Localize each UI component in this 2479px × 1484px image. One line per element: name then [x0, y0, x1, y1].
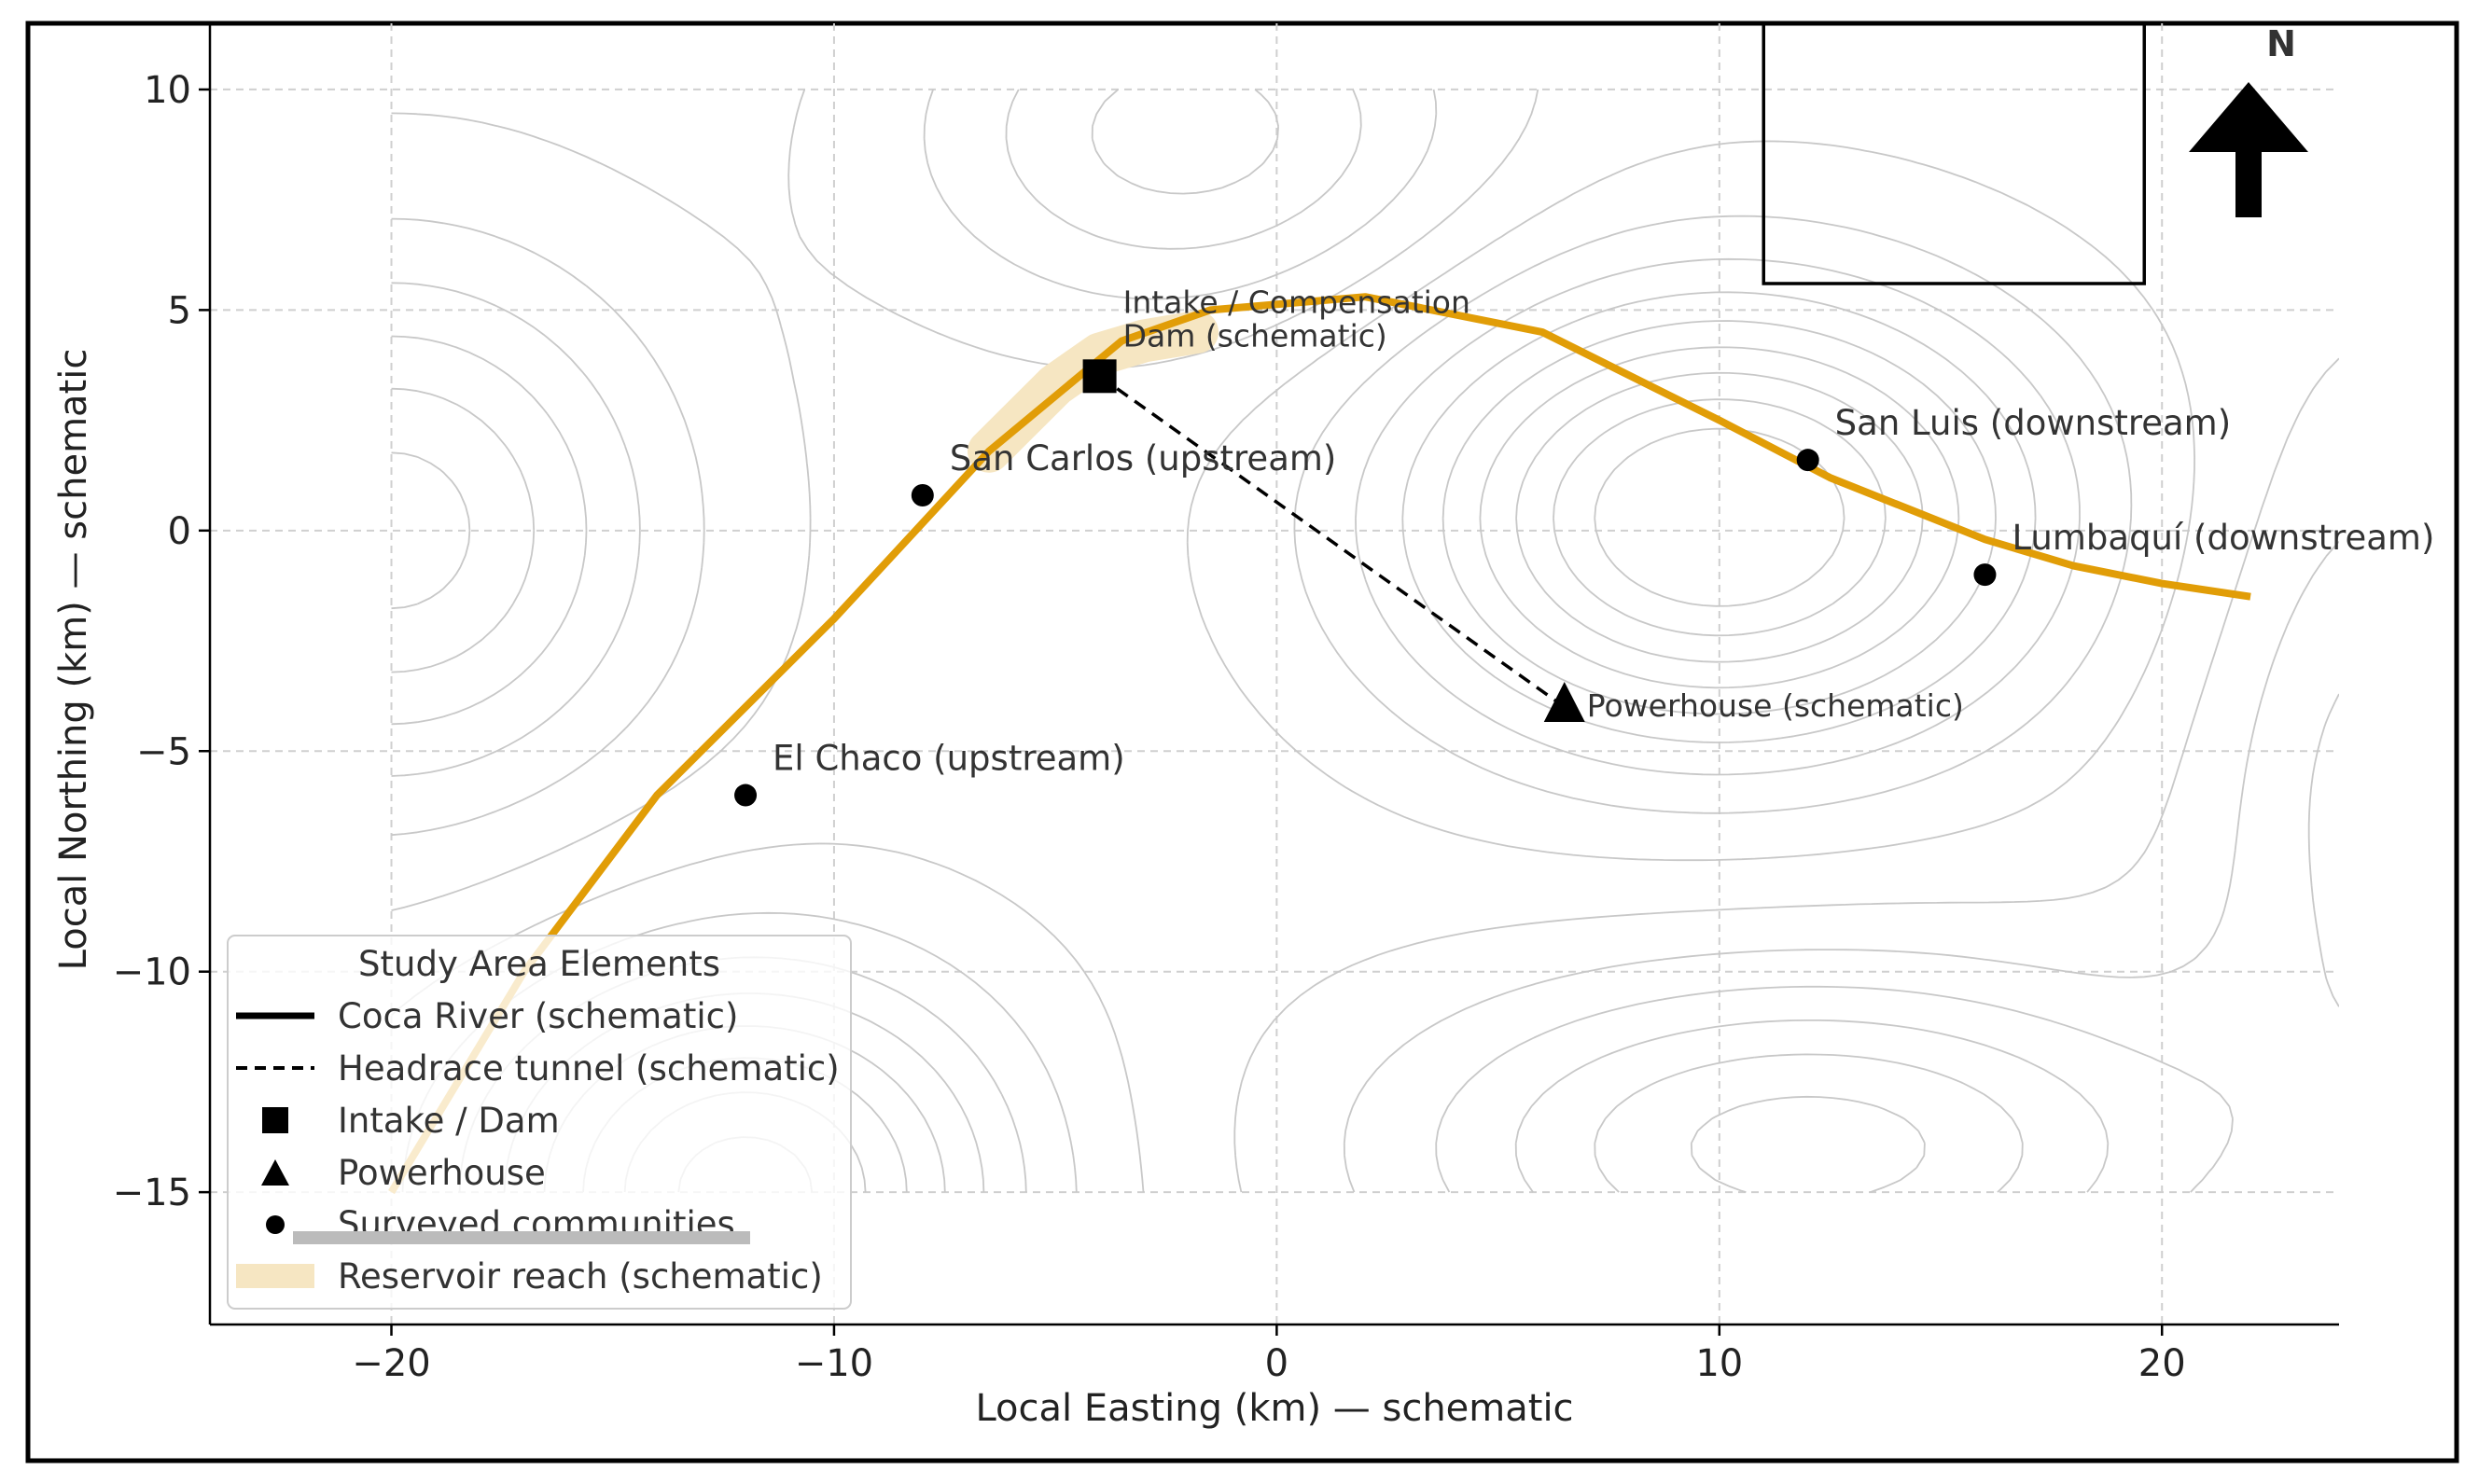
community-label: San Luis (downstream) — [1835, 403, 2231, 443]
north-arrow-icon — [2189, 82, 2308, 217]
community-label: El Chaco (upstream) — [773, 739, 1125, 779]
legend-box — [227, 935, 852, 1310]
y-tick-label: 0 — [168, 510, 191, 553]
legend-entry-reservoir: Reservoir reach (schematic) — [338, 1256, 823, 1297]
y-tick-label: 5 — [168, 289, 191, 332]
coca-river-line — [388, 293, 2251, 1195]
community-label: San Carlos (upstream) — [950, 438, 1337, 478]
contour-line — [391, 89, 2339, 1193]
x-tick-label: −20 — [352, 1342, 430, 1385]
markers: San Carlos (upstream) El Chaco (upstream)… — [734, 284, 2434, 807]
powerhouse-label: Powerhouse (schematic) — [1587, 687, 1964, 724]
community-marker — [1796, 449, 1819, 472]
community-marker — [734, 784, 758, 807]
x-tick-label: 20 — [2138, 1342, 2186, 1385]
legend-swatch-communities — [266, 1215, 285, 1234]
contour-line — [391, 89, 2339, 1193]
reservoir-reach — [968, 311, 1219, 473]
legend-swatch-reservoir — [236, 1264, 314, 1288]
x-tick-label: 10 — [1695, 1342, 1743, 1385]
scale-bar-overlay — [293, 1231, 750, 1244]
headrace-tunnel-line — [1098, 374, 1566, 709]
contour-line — [391, 89, 2339, 1193]
community-marker — [1973, 563, 1997, 587]
legend-entry-powerhouse: Powerhouse — [338, 1153, 546, 1193]
community-marker — [911, 483, 934, 506]
x-tick-label: 0 — [1265, 1342, 1288, 1385]
contour-line — [391, 89, 2110, 1193]
intake-label-line2: Dam (schematic) — [1123, 317, 1387, 354]
y-axis-label: Local Northing (km) — schematic — [52, 349, 95, 971]
legend-entry-intake: Intake / Dam — [338, 1101, 560, 1141]
y-tick-label: −10 — [113, 951, 191, 994]
reservoir-reach-band — [968, 311, 1219, 473]
legend: Study Area Elements Coca River (schemati… — [227, 935, 852, 1310]
headrace-tunnel — [1098, 374, 1566, 709]
inset-box — [1762, 21, 2147, 285]
contour-line — [1594, 427, 1845, 607]
legend-swatch-intake — [262, 1107, 288, 1133]
y-tick-label: 10 — [144, 69, 191, 112]
contour-line — [391, 451, 1926, 1193]
north-label: N — [2266, 23, 2296, 64]
y-tick-label: −5 — [136, 730, 191, 773]
legend-entry-tunnel: Headrace tunnel (schematic) — [338, 1048, 840, 1089]
powerhouse-marker — [1543, 681, 1585, 722]
legend-entry-river: Coca River (schematic) — [338, 996, 738, 1036]
axis-ticks: −20 −10 0 10 20 −15 −10 −5 0 5 10 — [113, 69, 2186, 1385]
community-label: Lumbaquí (downstream) — [2012, 518, 2434, 558]
coca-river — [388, 293, 2251, 1195]
legend-swatch-powerhouse — [261, 1159, 289, 1186]
contour-line — [391, 387, 2024, 1193]
legend-title: Study Area Elements — [358, 944, 720, 984]
intake-label-line1: Intake / Compensation — [1123, 284, 1470, 320]
north-arrow: N — [2189, 23, 2308, 217]
x-axis-label: Local Easting (km) — schematic — [975, 1387, 1573, 1430]
x-tick-label: −10 — [795, 1342, 873, 1385]
y-tick-label: −15 — [113, 1172, 191, 1214]
intake-dam-marker — [1082, 359, 1117, 394]
